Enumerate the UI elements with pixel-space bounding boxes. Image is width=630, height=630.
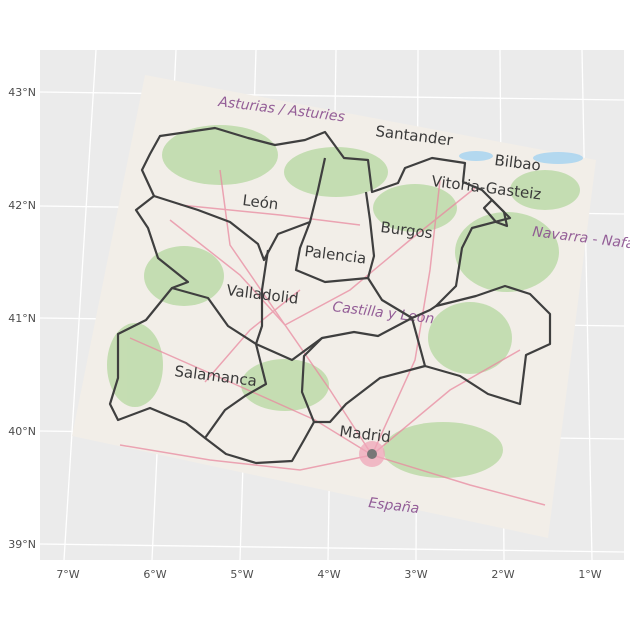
basemap-tile [72,75,596,538]
x-tick-label-2w: 2°W [491,568,514,581]
meridian-7w [63,50,97,560]
y-tick-label-39n: 39°N [8,538,36,551]
province-divider-zamora [171,286,257,345]
parallel-43n [40,91,624,101]
y-tick-label-43n: 43°N [8,86,36,99]
trevino-enclave [482,198,509,228]
x-tick-label-3w: 3°W [404,568,427,581]
province-divider-segovia [300,337,323,423]
province-divider-soria [410,317,427,367]
x-tick-label-1w: 1°W [578,568,601,581]
meridian-1w [581,50,593,560]
basemap-background [72,75,596,538]
province-boundaries [108,126,552,465]
place-label-leon: León [242,191,280,213]
x-tick-label-4w: 4°W [317,568,340,581]
province-divider-palencia [294,191,376,284]
parallel-39n [40,543,624,553]
x-tick-label-7w: 7°W [56,568,79,581]
water-features [459,151,583,164]
madrid-urban-area [359,441,385,467]
y-tick-label-42n: 42°N [8,199,36,212]
x-tick-label-5w: 5°W [230,568,253,581]
road-network [119,169,546,506]
y-tick-label-41n: 41°N [8,312,36,325]
place-label-bilbao: Bilbao [494,151,542,175]
province-divider-leon [153,157,327,262]
castilla-y-leon-outline [108,126,552,465]
province-divider-valladolid [254,249,413,362]
y-axis: 43°N 42°N 41°N 40°N 39°N [8,86,36,551]
region-label-espana: España [368,495,421,517]
province-divider-avila [204,343,268,439]
x-tick-label-6w: 6°W [143,568,166,581]
x-axis: 7°W 6°W 5°W 4°W 3°W 2°W 1°W [56,568,601,581]
y-tick-label-40n: 40°N [8,425,36,438]
